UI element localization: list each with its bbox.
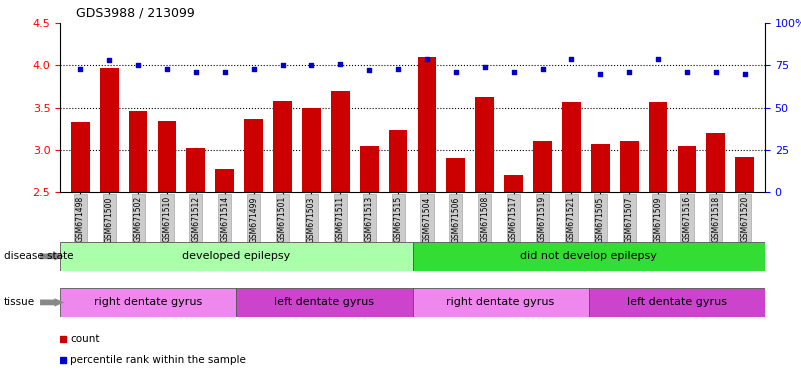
Point [594, 71, 606, 77]
Bar [735, 157, 754, 192]
Text: tissue: tissue [4, 297, 35, 308]
Text: percentile rank within the sample: percentile rank within the sample [70, 354, 246, 364]
Point [507, 69, 520, 75]
Text: right dentate gyrus: right dentate gyrus [94, 297, 203, 308]
Bar [533, 141, 552, 192]
Text: right dentate gyrus: right dentate gyrus [446, 297, 555, 308]
Text: disease state: disease state [4, 251, 74, 262]
Bar [505, 175, 523, 192]
Point [363, 67, 376, 73]
Point [681, 69, 694, 75]
Text: developed epilepsy: developed epilepsy [182, 251, 291, 262]
Bar [446, 158, 465, 192]
Bar [71, 122, 90, 192]
Bar [562, 102, 581, 192]
Bar [649, 102, 667, 192]
Bar [413, 242, 765, 271]
Point [652, 55, 665, 61]
Bar [678, 146, 696, 192]
Text: GDS3988 / 213099: GDS3988 / 213099 [76, 6, 195, 19]
Text: count: count [70, 334, 99, 344]
Point [305, 62, 318, 68]
Point [334, 61, 347, 67]
Bar [100, 68, 119, 192]
Point [565, 55, 578, 61]
Point [739, 71, 751, 77]
Point [219, 69, 231, 75]
Point [710, 69, 723, 75]
Bar [417, 57, 437, 192]
Bar [360, 146, 379, 192]
Point [190, 69, 203, 75]
Point [276, 62, 289, 68]
Point [103, 57, 115, 63]
Point [160, 66, 173, 72]
Bar [215, 169, 234, 192]
Bar [706, 133, 725, 192]
Point [248, 66, 260, 72]
Point [478, 64, 491, 70]
Bar [591, 144, 610, 192]
Bar [273, 101, 292, 192]
Bar [60, 242, 413, 271]
Bar [475, 96, 494, 192]
Bar [158, 121, 176, 192]
Point [536, 66, 549, 72]
Bar [129, 111, 147, 192]
Point [421, 55, 433, 61]
Bar [620, 141, 638, 192]
Point [131, 62, 144, 68]
Text: left dentate gyrus: left dentate gyrus [627, 297, 727, 308]
Bar [236, 288, 413, 317]
Bar [388, 130, 408, 192]
Bar [302, 108, 320, 192]
Point [622, 69, 635, 75]
Point [392, 66, 405, 72]
Point [449, 69, 462, 75]
Text: did not develop epilepsy: did not develop epilepsy [521, 251, 657, 262]
Bar [331, 91, 350, 192]
Bar [589, 288, 765, 317]
Bar [244, 119, 263, 192]
Bar [187, 148, 205, 192]
Bar [60, 288, 236, 317]
Text: left dentate gyrus: left dentate gyrus [275, 297, 374, 308]
Bar [413, 288, 589, 317]
Point [74, 66, 87, 72]
